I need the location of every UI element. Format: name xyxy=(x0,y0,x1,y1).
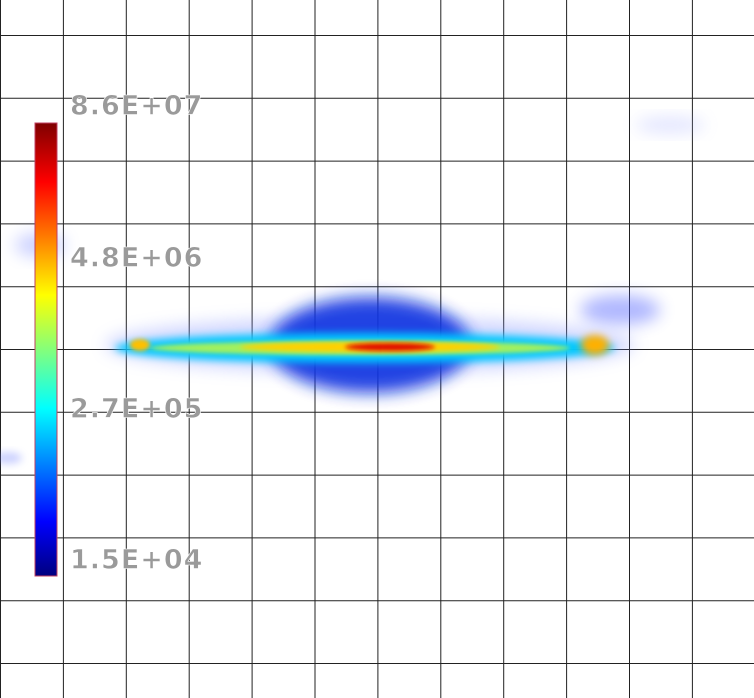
colorbar-label: 1.5E+04 xyxy=(70,545,203,576)
colorbar-label: 4.8E+06 xyxy=(70,243,203,274)
colorbar-label: 2.7E+05 xyxy=(70,394,203,425)
colorbar xyxy=(34,122,58,577)
galaxy-render xyxy=(0,117,705,464)
colorbar-label: 8.6E+07 xyxy=(70,91,203,122)
